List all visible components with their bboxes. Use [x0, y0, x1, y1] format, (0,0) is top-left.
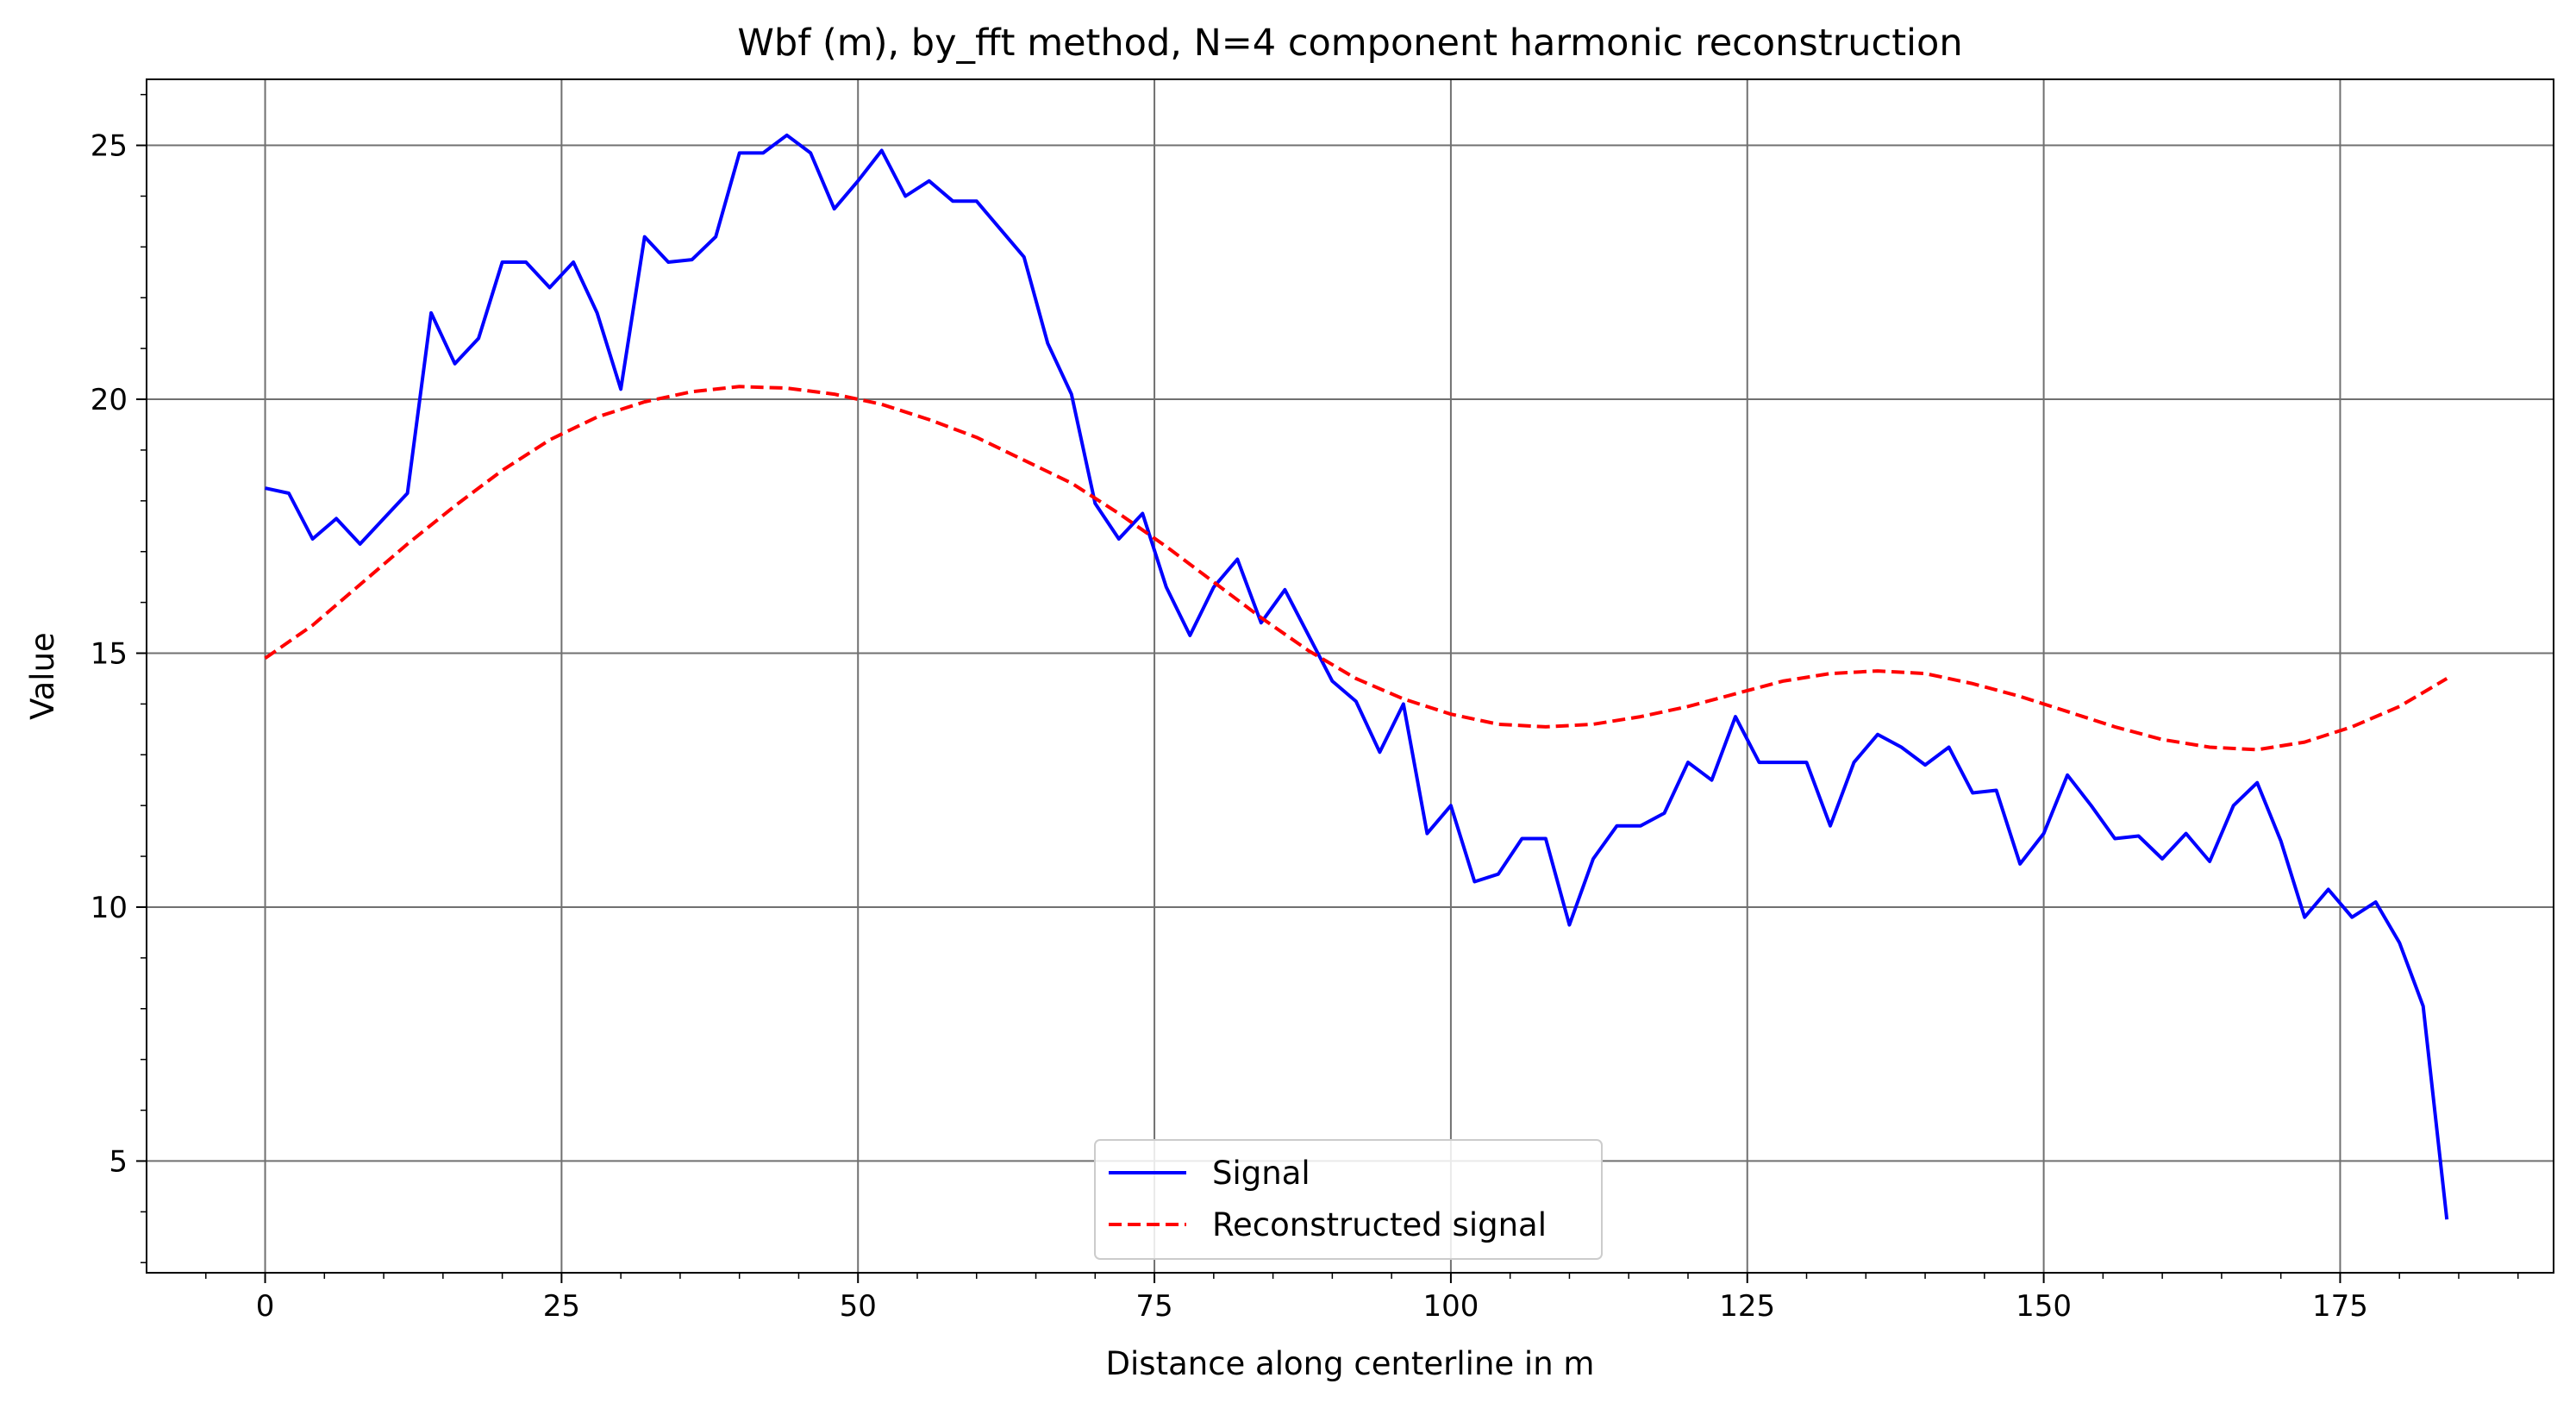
legend-box [1094, 1139, 1603, 1260]
signal-line [265, 133, 2449, 1220]
reconstructed-signal-line [264, 385, 2448, 752]
y-tick-label: 5 [109, 1144, 128, 1179]
y-tick-label: 20 [91, 383, 128, 417]
x-tick-label: 50 [840, 1289, 877, 1324]
x-tick-label: 75 [1135, 1289, 1172, 1324]
y-tick-label: 15 [91, 636, 128, 671]
plot-frame [146, 78, 2554, 1274]
y-tick-label: 10 [91, 891, 128, 925]
x-tick-label: 125 [1719, 1289, 1775, 1324]
legend-label-reconstructed: Reconstructed signal [1212, 1206, 1547, 1243]
y-tick-label: 25 [91, 129, 128, 164]
x-tick-label: 100 [1422, 1289, 1479, 1324]
axis-ticks: 0 25 50 75 100 125 150 175 5 10 15 20 25 [91, 93, 2519, 1324]
x-tick-label: 0 [256, 1289, 275, 1324]
x-tick-label: 175 [2312, 1289, 2368, 1324]
legend-label-signal: Signal [1212, 1155, 1310, 1192]
chart-title: Wbf (m), by_fft method, N=4 component ha… [737, 22, 1962, 65]
plot-background [147, 79, 2554, 1273]
x-tick-label: 150 [2016, 1289, 2072, 1324]
x-axis-label: Distance along centerline in m [1106, 1345, 1595, 1382]
series-layer [264, 133, 2449, 1220]
x-tick-label: 25 [543, 1289, 580, 1324]
y-axis-label: Value [24, 632, 61, 720]
legend: Signal Reconstructed signal [1094, 1139, 1603, 1260]
